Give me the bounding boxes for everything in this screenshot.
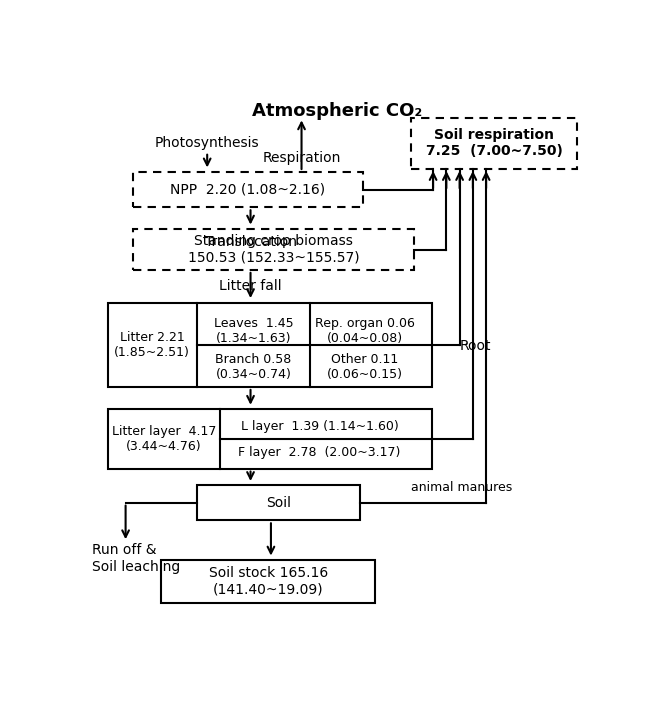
- Bar: [108, 409, 432, 469]
- Text: Soil stock 165.16
(141.40~19.09): Soil stock 165.16 (141.40~19.09): [209, 566, 328, 597]
- Bar: [411, 117, 577, 169]
- Text: Rep. organ 0.06
(0.04~0.08): Rep. organ 0.06 (0.04~0.08): [315, 317, 415, 346]
- Text: Other 0.11
(0.06~0.15): Other 0.11 (0.06~0.15): [327, 353, 403, 381]
- Bar: [197, 485, 360, 520]
- Text: Litter fall: Litter fall: [219, 279, 282, 293]
- Text: Photosynthesis: Photosynthesis: [155, 136, 259, 150]
- Text: Respiration: Respiration: [263, 151, 341, 165]
- Text: L layer  1.39 (1.14~1.60): L layer 1.39 (1.14~1.60): [241, 420, 398, 433]
- Text: Litter 2.21
(1.85~2.51): Litter 2.21 (1.85~2.51): [114, 331, 190, 359]
- Bar: [161, 559, 376, 603]
- Text: Translocation: Translocation: [205, 235, 297, 249]
- Text: Atmospheric CO₂: Atmospheric CO₂: [252, 103, 422, 120]
- Bar: [133, 172, 363, 207]
- Text: Standing crop biomass
150.53 (152.33~155.57): Standing crop biomass 150.53 (152.33~155…: [188, 235, 359, 264]
- Text: Root: Root: [460, 339, 491, 354]
- Text: animal manures: animal manures: [411, 481, 513, 494]
- Bar: [133, 229, 414, 270]
- Text: Run off &
Soil leaching: Run off & Soil leaching: [92, 544, 181, 573]
- Text: Litter layer  4.17
(3.44~4.76): Litter layer 4.17 (3.44~4.76): [112, 425, 216, 452]
- Text: Soil respiration
7.25  (7.00~7.50): Soil respiration 7.25 (7.00~7.50): [426, 128, 563, 158]
- Text: Soil: Soil: [266, 496, 291, 510]
- Text: NPP  2.20 (1.08~2.16): NPP 2.20 (1.08~2.16): [170, 182, 326, 197]
- Text: Leaves  1.45
(1.34~1.63): Leaves 1.45 (1.34~1.63): [214, 317, 293, 346]
- Text: Branch 0.58
(0.34~0.74): Branch 0.58 (0.34~0.74): [215, 353, 291, 381]
- Bar: [108, 303, 432, 387]
- Text: F layer  2.78  (2.00~3.17): F layer 2.78 (2.00~3.17): [238, 446, 401, 459]
